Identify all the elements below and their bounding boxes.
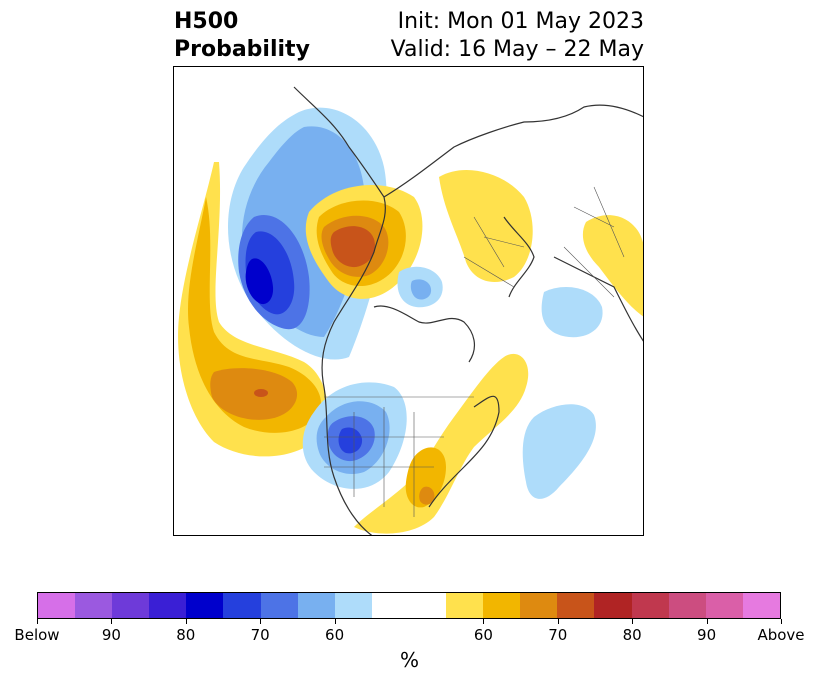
- colorbar-tick-label: 90: [101, 626, 121, 644]
- colorbar-tickmark: [483, 619, 485, 624]
- init-date: Init: Mon 01 May 2023: [397, 9, 644, 34]
- colorbar-cell: [371, 593, 409, 618]
- colorbar-tick-label: 80: [622, 626, 642, 644]
- colorbar-tickmark: [706, 619, 708, 624]
- below-anomaly-atlantic: [522, 404, 596, 499]
- below-anomaly-arctic: [397, 266, 443, 308]
- colorbar-cell: [186, 593, 224, 618]
- above-anomaly-north-pacific: [178, 162, 328, 457]
- colorbar-tickmark: [37, 619, 38, 624]
- colorbar-cell: [742, 593, 780, 618]
- political-borders: [324, 186, 625, 517]
- colorbar-tick-label: 70: [250, 626, 270, 644]
- colorbar-tickmark: [557, 619, 559, 624]
- colorbar-cell: [668, 593, 706, 618]
- above-anomaly-eastern-us: [354, 353, 529, 534]
- coastlines: [293, 86, 643, 535]
- title-variable: H500: [174, 9, 239, 34]
- colorbar-cell: [631, 593, 669, 618]
- chart-title: H500 Probability: [174, 8, 310, 64]
- colorbar-tickmark: [334, 619, 336, 624]
- colorbar-tickmark: [260, 619, 262, 624]
- colorbar-tick-label: 60: [325, 626, 345, 644]
- colorbar-tickmark: [632, 619, 634, 624]
- colorbar-cell: [260, 593, 298, 618]
- colorbar-tick-label: 70: [548, 626, 568, 644]
- colorbar-cell: [483, 593, 521, 618]
- colorbar-cell: [557, 593, 595, 618]
- colorbar-cell: [446, 593, 484, 618]
- colorbar-tick-label: 60: [473, 626, 493, 644]
- below-anomaly-north-sea: [541, 287, 603, 338]
- colorbar-tickmark: [111, 619, 113, 624]
- colorbar-cell: [334, 593, 372, 618]
- colorbar-tick-label: Below: [14, 626, 60, 644]
- title-subtitle: Probability: [174, 37, 310, 62]
- colorbar-cell: [112, 593, 150, 618]
- colorbar-cell: [520, 593, 558, 618]
- colorbar-tick-labels: Below 90 80 70 60 60 70 80 90 Above: [0, 626, 819, 648]
- colorbar-cell: [149, 593, 187, 618]
- probability-map: [173, 66, 644, 536]
- colorbar-cell: [408, 593, 447, 618]
- below-anomaly-western-us: [302, 382, 407, 489]
- colorbar-tick-label: 80: [176, 626, 196, 644]
- colorbar: [37, 592, 781, 619]
- colorbar-tick-label: Above: [757, 626, 805, 644]
- map-svg: [178, 86, 643, 535]
- above-anomaly-siberia: [305, 185, 423, 299]
- colorbar-cell: [38, 593, 76, 618]
- colorbar-tickmark: [781, 619, 782, 624]
- colorbar-tick-label: 90: [697, 626, 717, 644]
- colorbar-cell: [297, 593, 335, 618]
- above-anomaly-europe: [439, 169, 643, 317]
- colorbar-tickmark: [185, 619, 187, 624]
- colorbar-cell: [223, 593, 261, 618]
- valid-range: Valid: 16 May – 22 May: [390, 37, 644, 62]
- colorbar-cell: [75, 593, 113, 618]
- chart-dates: Init: Mon 01 May 2023 Valid: 16 May – 22…: [391, 8, 644, 64]
- colorbar-cell: [594, 593, 632, 618]
- colorbar-unit: %: [399, 648, 419, 672]
- colorbar-cell: [705, 593, 743, 618]
